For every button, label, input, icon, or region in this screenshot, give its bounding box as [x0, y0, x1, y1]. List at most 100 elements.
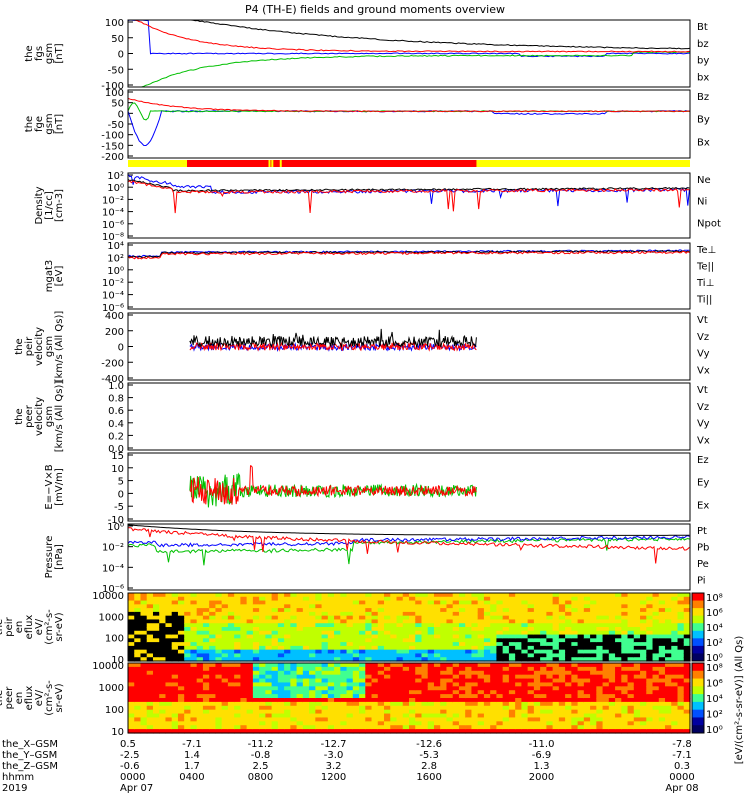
heatmap-cell	[471, 694, 479, 699]
heatmap-cell	[346, 666, 354, 672]
heatmap-cell	[421, 619, 429, 624]
heatmap-cell	[309, 604, 316, 609]
heatmap-cell	[533, 657, 541, 662]
heatmap-cell	[215, 674, 223, 680]
heatmap-cell	[458, 670, 466, 676]
heatmap-cell	[446, 663, 454, 668]
heatmap-cell	[321, 634, 329, 639]
series-bx	[127, 110, 690, 147]
heatmap-cell	[321, 596, 329, 602]
heatmap-cell	[296, 653, 304, 658]
heatmap-cell	[396, 593, 404, 598]
heatmap-cell	[527, 604, 535, 609]
heatmap-cell	[652, 604, 660, 609]
heatmap-cell	[640, 649, 647, 655]
heatmap-cell	[196, 608, 204, 613]
heatmap-cell	[202, 694, 210, 699]
heatmap-cell	[315, 657, 323, 662]
heatmap-cell	[327, 682, 335, 687]
heatmap-cell	[140, 608, 148, 613]
heatmap-cell	[571, 600, 579, 605]
heatmap-cell	[521, 638, 529, 643]
heatmap-cell	[352, 701, 360, 707]
heatmap-cell	[146, 600, 154, 605]
heatmap-cell	[421, 600, 429, 605]
heatmap-cell	[340, 721, 348, 726]
heatmap-cell	[477, 645, 485, 651]
y-tick-label: 10⁻²	[102, 195, 124, 206]
heatmap-cell	[227, 630, 235, 636]
heatmap-cell	[402, 630, 410, 636]
heatmap-cell	[615, 663, 622, 668]
heatmap-cell	[540, 657, 547, 662]
heatmap-cell	[640, 698, 647, 703]
heatmap-cell	[396, 623, 404, 628]
heatmap-cell	[565, 725, 572, 730]
heatmap-cell	[409, 653, 416, 658]
heatmap-cell	[334, 630, 341, 636]
heatmap-cell	[352, 615, 360, 621]
heatmap-cell	[590, 663, 597, 668]
heatmap-cell	[671, 717, 679, 722]
heatmap-cell	[471, 698, 479, 703]
heatmap-cell	[640, 608, 647, 613]
heatmap-cell	[415, 698, 423, 703]
heatmap-cell	[171, 604, 179, 609]
heatmap-cell	[296, 649, 304, 655]
heatmap-cell	[546, 713, 554, 719]
heatmap-cell	[465, 717, 473, 722]
heatmap-cell	[646, 645, 654, 651]
heatmap-cell	[196, 717, 204, 722]
mode-bar-gap	[279, 160, 282, 167]
heatmap-cell	[302, 642, 310, 647]
heatmap-cell	[615, 642, 622, 647]
heatmap-cell	[671, 630, 679, 636]
heatmap-cell	[640, 642, 647, 647]
heatmap-cell	[159, 634, 167, 639]
colorbar-tick: 10⁰	[706, 725, 723, 736]
heatmap-cell	[608, 678, 616, 684]
heatmap-cell	[652, 619, 660, 624]
heatmap-cell	[633, 666, 641, 672]
heatmap-cell	[571, 604, 579, 609]
heatmap-cell	[521, 725, 529, 730]
heatmap-cell	[227, 674, 235, 680]
heatmap-cell	[646, 729, 654, 734]
heatmap-cell	[427, 701, 435, 707]
heatmap-cell	[384, 604, 391, 609]
heatmap-cell	[302, 694, 310, 699]
heatmap-cell	[458, 649, 466, 655]
heatmap-cell	[215, 619, 223, 624]
heatmap-cell	[184, 604, 192, 609]
heatmap-cell	[290, 593, 298, 598]
heatmap-cell	[128, 701, 135, 707]
heatmap-cell	[602, 666, 610, 672]
heatmap-cell	[152, 627, 160, 632]
heatmap-cell	[615, 638, 622, 643]
heatmap-cell	[196, 701, 204, 707]
colorbar-frame	[691, 662, 705, 734]
heatmap-cell	[477, 653, 485, 658]
heatmap-cell	[571, 690, 579, 695]
heatmap-cell	[315, 717, 323, 722]
heatmap-cell	[240, 701, 248, 707]
heatmap-cell	[234, 653, 241, 658]
heatmap-cell	[159, 596, 167, 602]
heatmap-cell	[146, 670, 154, 676]
heatmap-cell	[496, 670, 504, 676]
heatmap-cell	[602, 634, 610, 639]
heatmap-cell	[377, 608, 385, 613]
heatmap-cell	[259, 690, 266, 695]
heatmap-cell	[621, 623, 629, 628]
heatmap-cell	[458, 593, 466, 598]
heatmap-cell	[540, 717, 547, 722]
heatmap-cell	[227, 670, 235, 676]
heatmap-cell	[446, 615, 454, 621]
heatmap-cell	[483, 690, 491, 695]
heatmap-cell	[533, 600, 541, 605]
heatmap-cell	[621, 686, 629, 691]
heatmap-cell	[409, 596, 416, 602]
heatmap-cell	[171, 701, 179, 707]
heatmap-cell	[671, 674, 679, 680]
heatmap-cell	[577, 670, 585, 676]
